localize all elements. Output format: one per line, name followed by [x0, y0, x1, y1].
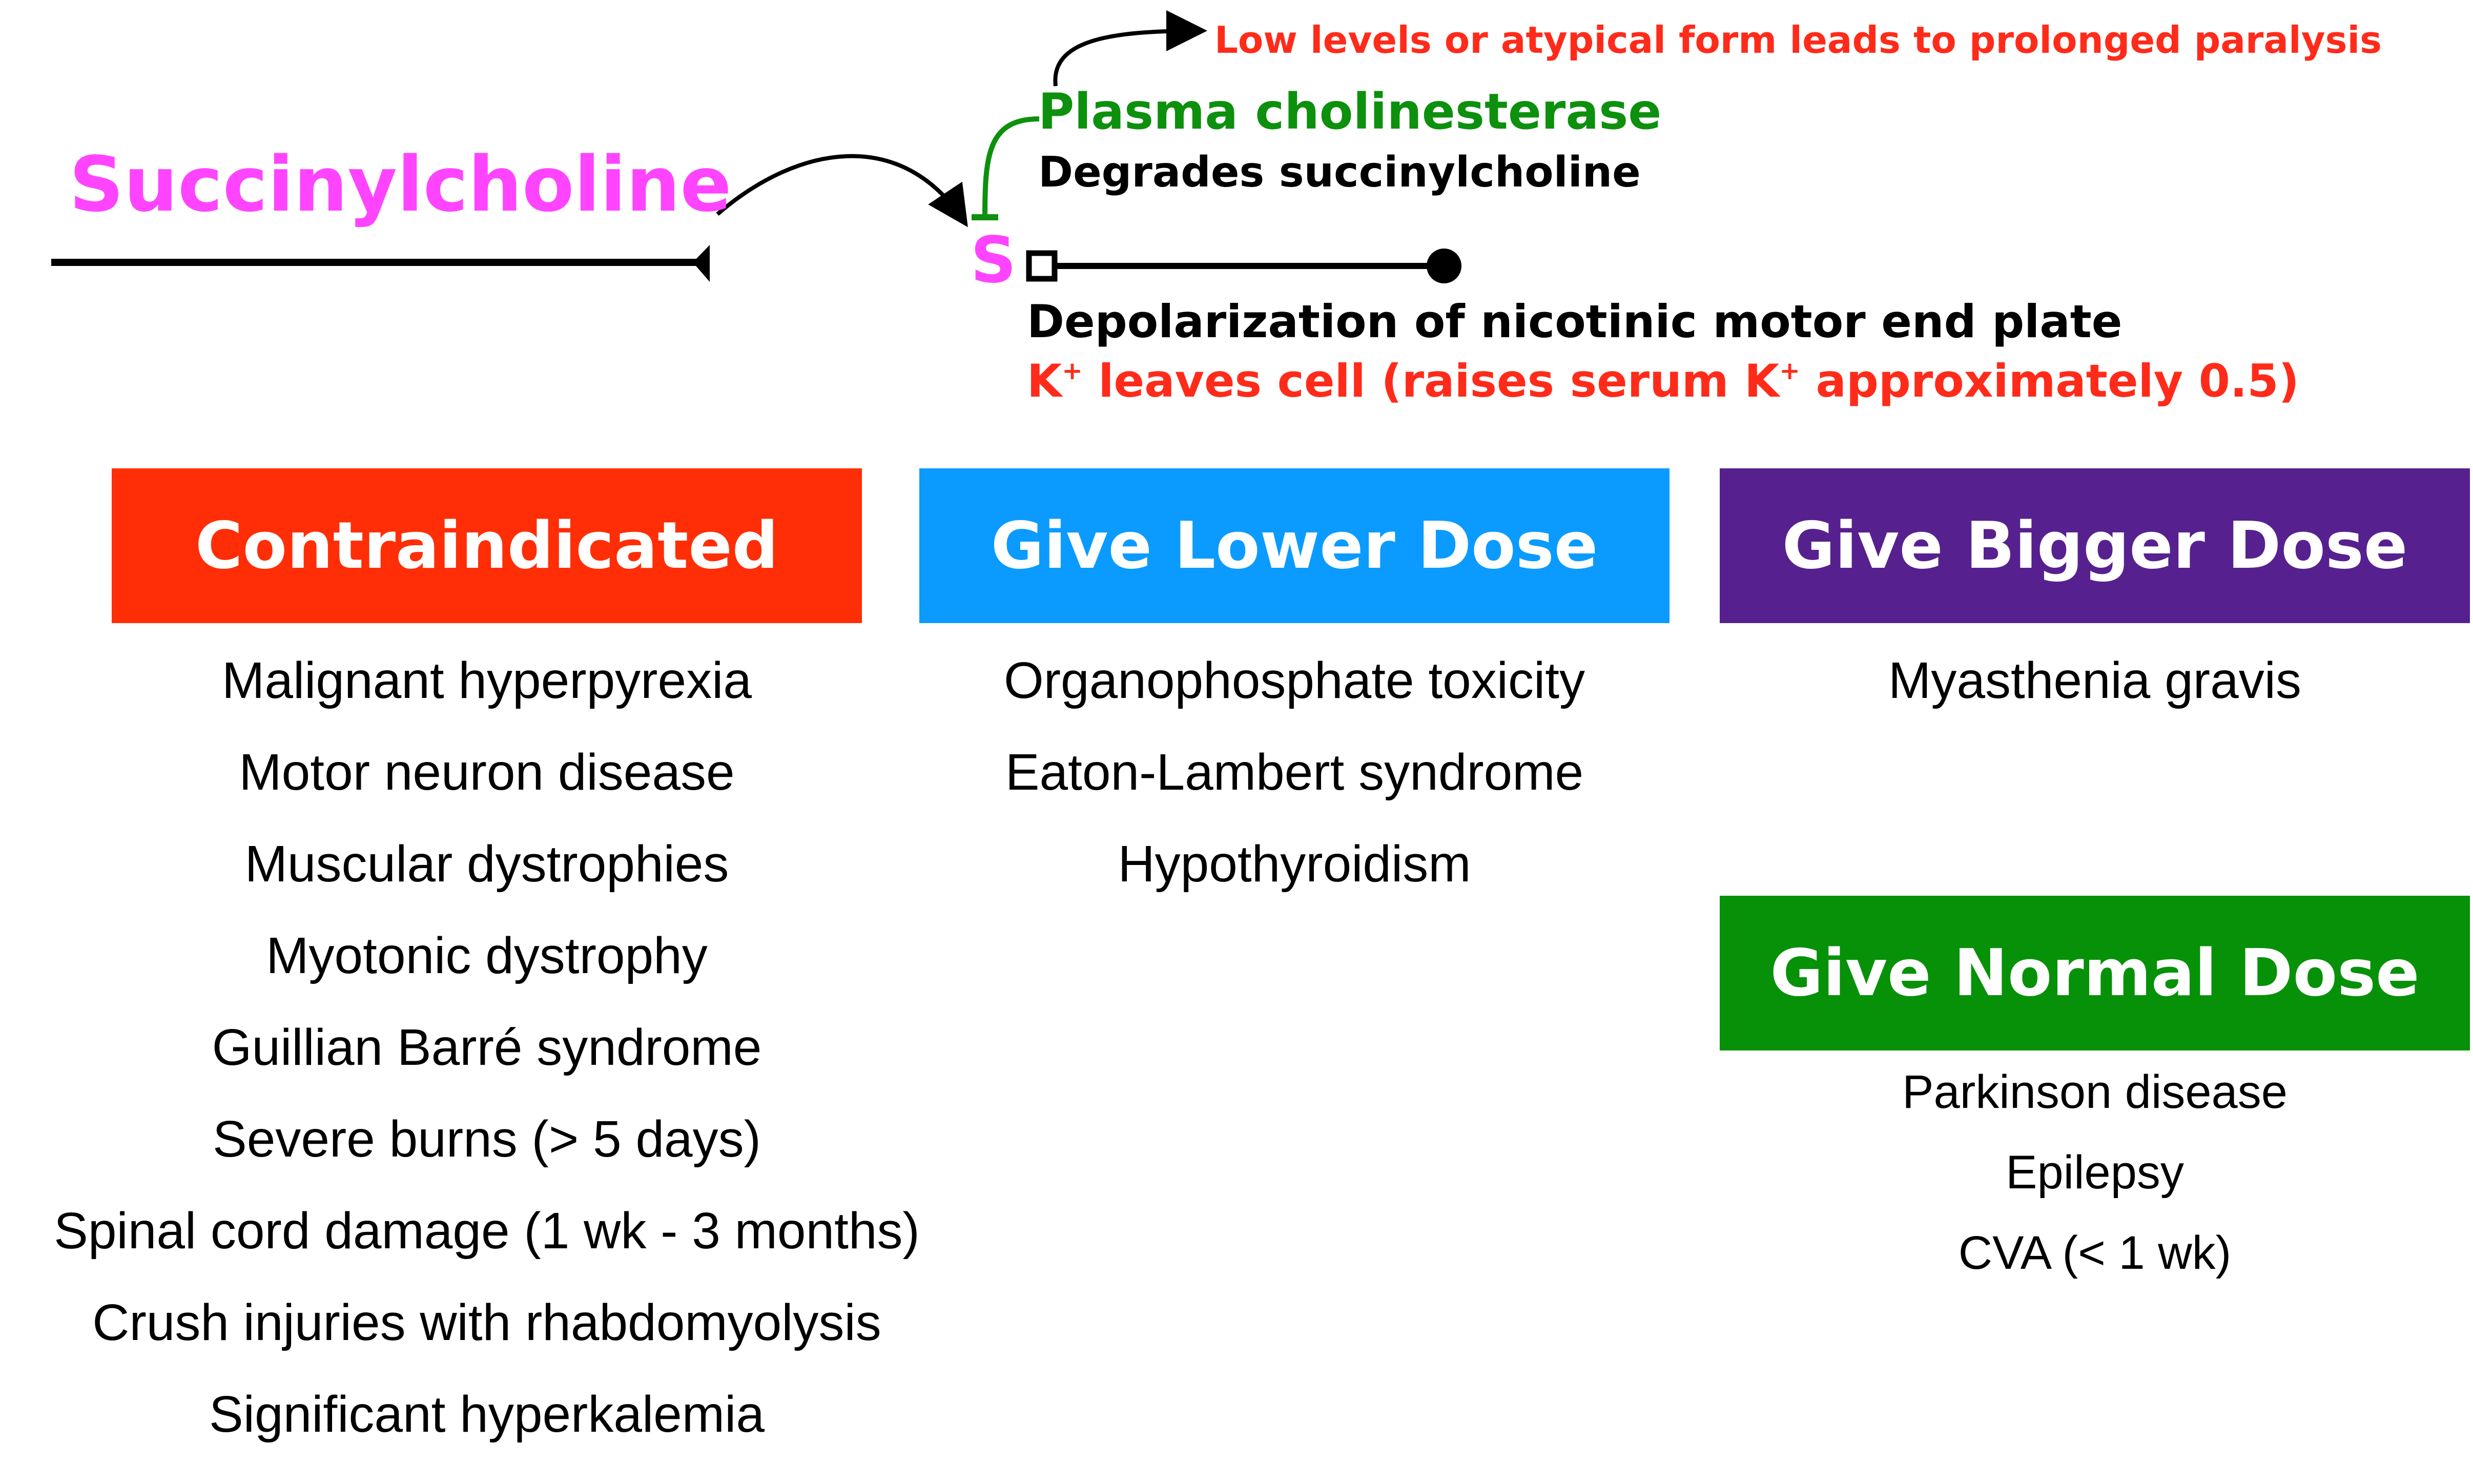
list-item: Severe burns (> 5 days) [213, 1110, 761, 1168]
drug-name: Succinylcholine [69, 140, 732, 229]
list-item: Myasthenia gravis [1888, 652, 2301, 709]
list-item: Muscular dystrophies [244, 835, 729, 893]
enzyme-name: Plasma cholinesterase [1038, 83, 1662, 140]
drug-to-receptor-arrow [716, 154, 968, 228]
category-normal-dose-box: Give Normal Dose [1720, 896, 2470, 1050]
category-contraindicated-box: Contraindicated [112, 468, 862, 623]
contraindicated-list: Malignant hyperpyrexia Motor neuron dise… [0, 650, 974, 1475]
list-item: Guillian Barré syndrome [212, 1019, 762, 1076]
list-item: Myotonic dystrophy [266, 927, 708, 984]
list-item: Significant hyperkalemia [209, 1386, 765, 1443]
list-item: Epilepsy [2006, 1146, 2184, 1199]
category-lower-dose-box: Give Lower Dose [919, 468, 1670, 623]
effect-k-sup-1: + [1062, 357, 1083, 386]
list-item: Parkinson disease [1902, 1066, 2287, 1118]
motor-end-plate-dot [1427, 249, 1461, 283]
list-item: Organophosphate toxicity [1003, 652, 1585, 709]
list-item: CVA (< 1 wk) [1958, 1227, 2232, 1279]
enzyme-note-arrow [1053, 10, 1207, 87]
receptor-label: S [971, 223, 1017, 297]
enzyme-inhibition-line [982, 116, 1040, 216]
list-item: Hypothyroidism [1118, 835, 1471, 893]
normal-dose-list: Parkinson disease Epilepsy CVA (< 1 wk) [1720, 1064, 2470, 1305]
effect-k-text-3: approximately 0.5) [1800, 355, 2299, 407]
effect-k-sup-2: + [1779, 357, 1800, 386]
effect-potassium: K+ leaves cell (raises serum K+ approxim… [1027, 359, 2299, 404]
drug-terminal-triangle [693, 245, 710, 282]
lower-dose-list: Organophosphate toxicity Eaton-Lambert s… [830, 650, 1759, 925]
effect-k-text-2: leaves cell (raises serum K [1082, 355, 1780, 407]
effect-k-text-1: K [1027, 355, 1062, 407]
category-bigger-dose-box: Give Bigger Dose [1720, 468, 2470, 623]
list-item: Malignant hyperpyrexia [222, 652, 752, 709]
bigger-dose-list: Myasthenia gravis [1720, 650, 2470, 741]
receptor-square [1026, 250, 1058, 282]
list-item: Crush injuries with rhabdomyolysis [92, 1294, 881, 1351]
list-item: Motor neuron disease [239, 744, 735, 801]
enzyme-description: Degrades succinylcholine [1038, 148, 1641, 197]
list-item: Eaton-Lambert syndrome [1005, 744, 1584, 801]
enzyme-note: Low levels or atypical form leads to pro… [1214, 18, 2382, 61]
list-item: Spinal cord damage (1 wk - 3 months) [54, 1202, 920, 1260]
effect-depolarization: Depolarization of nicotinic motor end pl… [1027, 295, 2122, 348]
